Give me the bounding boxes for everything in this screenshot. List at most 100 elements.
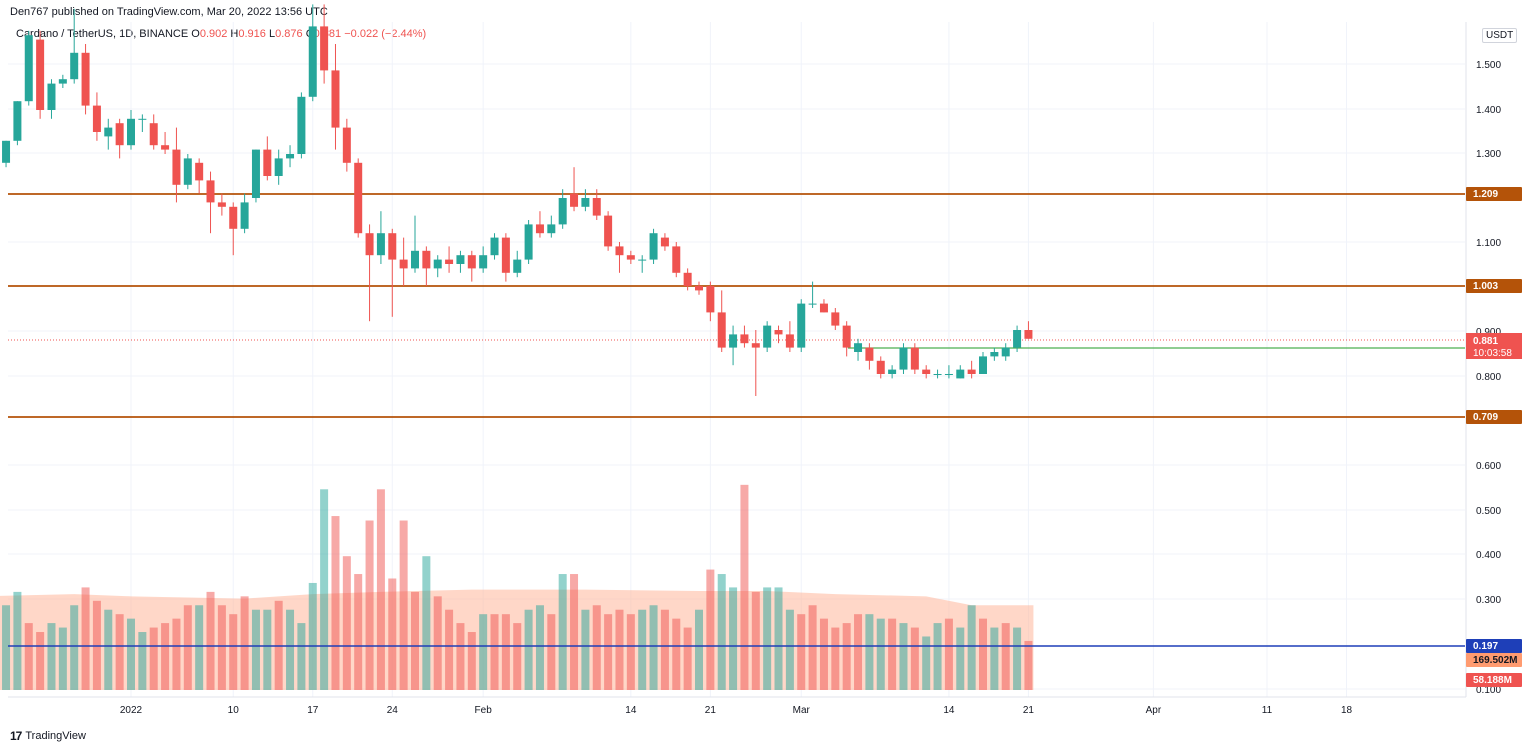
volume-bar xyxy=(729,587,738,690)
candle-body xyxy=(990,352,999,357)
tradingview-logo-icon[interactable]: 17 xyxy=(10,729,22,743)
candle xyxy=(127,110,135,150)
candle xyxy=(467,250,476,282)
volume-bar xyxy=(933,623,942,690)
candle xyxy=(58,74,67,88)
candle xyxy=(47,79,56,119)
last-price-countdown: 10:03:58 xyxy=(1473,348,1512,359)
volume-bar xyxy=(683,627,692,690)
candle xyxy=(729,325,738,366)
y-tick-label: 0.900 xyxy=(1476,327,1501,338)
candle xyxy=(570,167,579,212)
volume-bar xyxy=(501,614,510,690)
candle xyxy=(638,255,647,273)
candle xyxy=(411,215,419,273)
volume-bar xyxy=(251,609,260,690)
candle xyxy=(274,149,283,185)
candle-body xyxy=(490,237,499,256)
volume-bar xyxy=(1024,640,1033,690)
candle-body xyxy=(354,162,363,234)
level-tag: 1.003 xyxy=(1466,279,1522,293)
volume-bar xyxy=(195,605,204,690)
candle-body xyxy=(956,369,965,379)
volume-bar xyxy=(990,627,999,690)
candle xyxy=(308,4,317,102)
candle xyxy=(331,44,340,150)
candle xyxy=(399,237,408,286)
candle-body xyxy=(376,233,385,256)
change-value: −0.022 (−2.44%) xyxy=(344,28,427,40)
candle-body xyxy=(263,149,272,176)
volume-bar xyxy=(615,609,624,690)
volume-bar xyxy=(513,623,522,690)
volume-bar xyxy=(638,609,647,690)
candle-body xyxy=(706,286,715,313)
level-tag: 0.709 xyxy=(1466,410,1522,424)
candle xyxy=(547,215,556,238)
candle-body xyxy=(899,347,908,370)
candle-body xyxy=(286,154,295,159)
candle-body xyxy=(13,101,22,141)
candle-body xyxy=(888,369,897,374)
candle-body xyxy=(217,202,226,207)
candle xyxy=(672,242,681,278)
volume-bar xyxy=(899,623,908,690)
candle xyxy=(388,228,397,317)
candle-body xyxy=(592,198,601,216)
volume-bar xyxy=(706,569,715,690)
footer-brand[interactable]: TradingView xyxy=(25,730,86,742)
candle xyxy=(615,242,624,273)
candle xyxy=(649,228,658,264)
candle-body xyxy=(683,272,692,286)
volume-bar xyxy=(956,627,965,690)
candle-body xyxy=(206,180,215,203)
y-tick-label: 1.100 xyxy=(1476,238,1501,249)
candle xyxy=(626,250,635,264)
candle xyxy=(297,92,306,159)
volume-bar xyxy=(785,609,794,690)
candle xyxy=(797,299,806,352)
x-tick-label: 2022 xyxy=(120,705,143,716)
candle-body xyxy=(672,246,681,273)
candle-body xyxy=(638,259,647,261)
candle xyxy=(149,114,158,150)
candle-body xyxy=(842,325,851,348)
level-tag-bg xyxy=(1466,279,1522,293)
volume-bar xyxy=(842,623,851,690)
candle-body xyxy=(513,259,522,273)
volume-bar xyxy=(581,609,590,690)
candle-body xyxy=(92,105,101,132)
candle-body xyxy=(445,259,454,264)
footer: 17 TradingView xyxy=(10,729,86,743)
volume-bar xyxy=(876,618,885,690)
candle xyxy=(229,202,238,256)
volume-bar xyxy=(229,614,238,690)
volume-bar xyxy=(592,605,601,690)
y-tick-label: 0.600 xyxy=(1476,461,1501,472)
symbol-name[interactable]: Cardano / TetherUS, 1D, BINANCE xyxy=(16,28,189,40)
candle-body xyxy=(717,312,726,348)
candle xyxy=(1013,325,1022,352)
candle-body xyxy=(308,26,317,97)
candle xyxy=(433,255,442,278)
candle xyxy=(1024,321,1033,339)
volume-bar xyxy=(604,614,613,690)
volume-bar xyxy=(2,605,11,690)
level-tag: 1.209 xyxy=(1466,187,1522,201)
candle xyxy=(865,343,874,370)
candle-body xyxy=(24,35,33,102)
volume-bar xyxy=(47,623,56,690)
volume-bar xyxy=(456,623,465,690)
candle-body xyxy=(797,303,806,348)
last-price-value: 0.881 xyxy=(1473,336,1498,347)
volume-bar xyxy=(695,609,703,690)
volume-bar xyxy=(240,596,249,690)
candle-body xyxy=(58,79,67,84)
candle xyxy=(831,308,840,330)
candle-body xyxy=(967,369,976,374)
currency-unit-button[interactable]: USDT xyxy=(1482,28,1518,43)
volume-bar xyxy=(740,484,749,690)
volume-bar xyxy=(354,574,363,690)
volume-bar xyxy=(342,556,351,690)
